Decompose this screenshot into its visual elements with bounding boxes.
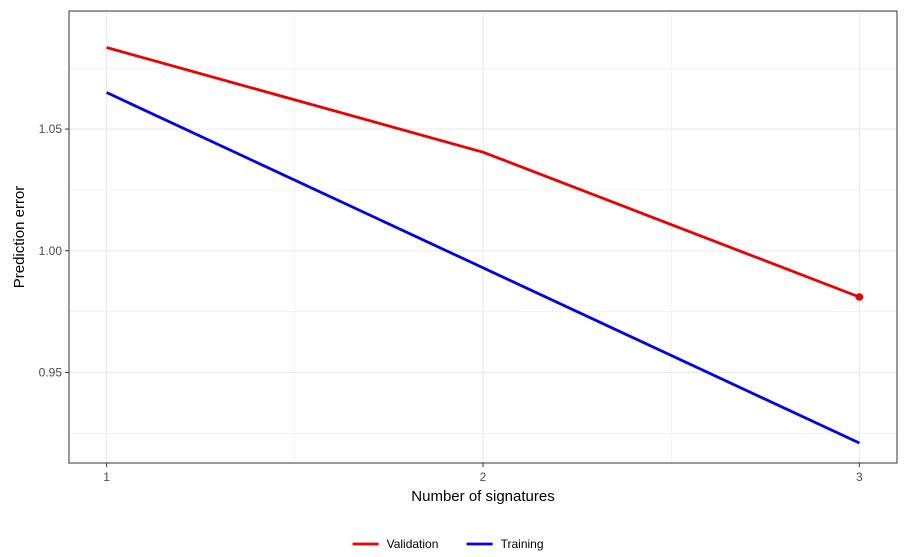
x-tick-label: 1	[103, 470, 110, 484]
y-axis-ticks: 0.95 1.00 1.05	[39, 122, 69, 379]
series-line-validation	[106, 46, 860, 299]
x-tick-label: 3	[856, 470, 863, 484]
highlight-point-validation	[855, 293, 864, 301]
series-line-training	[106, 91, 860, 445]
legend: Validation Training	[352, 537, 544, 551]
y-tick-label: 1.00	[39, 244, 63, 258]
x-axis-title: Number of signatures	[411, 488, 554, 505]
y-tick-label: 1.05	[39, 122, 63, 136]
x-tick-label: 2	[480, 470, 487, 484]
y-tick-label: 0.95	[39, 365, 63, 379]
x-axis-ticks: 1 2 3	[103, 463, 863, 484]
series-layer	[106, 46, 864, 445]
grid-major	[69, 11, 897, 463]
legend-label-training: Training	[501, 537, 544, 551]
legend-label-validation: Validation	[387, 537, 439, 551]
y-axis-title: Prediction error	[11, 186, 28, 289]
